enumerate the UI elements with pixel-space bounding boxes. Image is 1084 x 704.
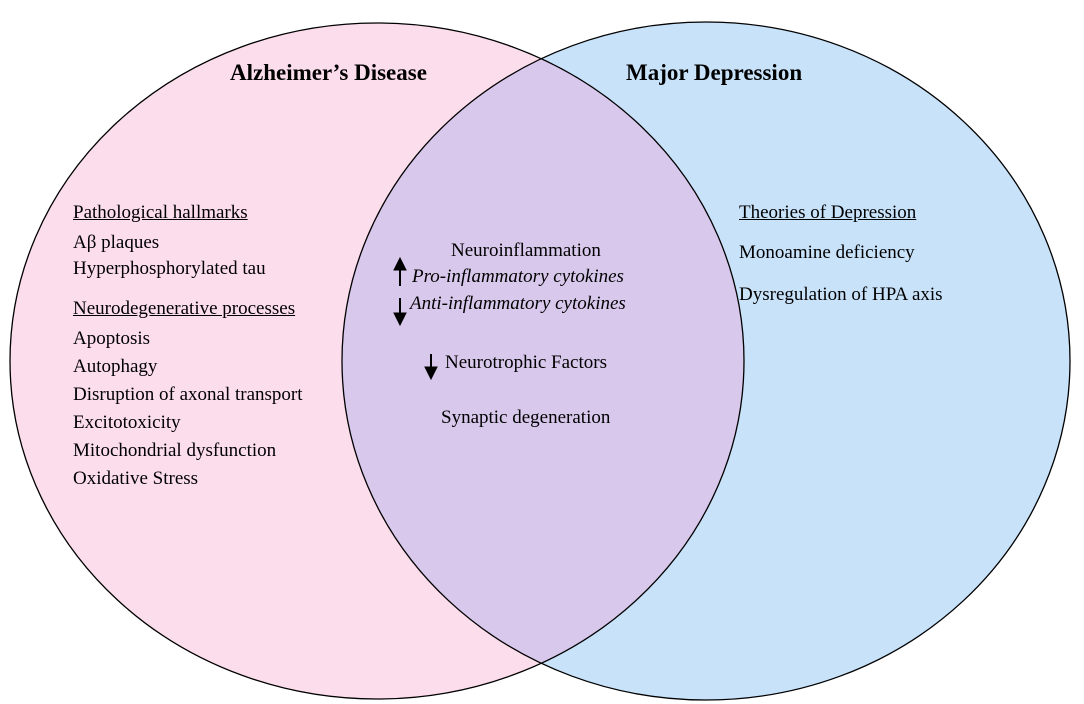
overlap-item-neuroinflammation: Neuroinflammation <box>451 240 601 261</box>
alzheimers-title: Alzheimer’s Disease <box>230 60 427 85</box>
list-item: Autophagy <box>73 356 158 377</box>
overlap-item-pro-inflammatory: Pro-inflammatory cytokines <box>412 266 624 287</box>
list-item: Disruption of axonal transport <box>73 384 303 405</box>
alzheimers-circle-outline <box>9 22 745 700</box>
depression-title: Major Depression <box>626 60 803 85</box>
overlap-item-anti-inflammatory: Anti-inflammatory cytokines <box>410 293 626 314</box>
list-item: Aβ plaques <box>73 232 160 253</box>
list-item: Dysregulation of HPA axis <box>739 284 943 305</box>
list-item: Monoamine deficiency <box>739 242 915 263</box>
list-item: Oxidative Stress <box>73 468 199 489</box>
list-item: Excitotoxicity <box>73 412 181 433</box>
down-arrow-icon <box>424 354 438 381</box>
list-item: Apoptosis <box>73 328 151 349</box>
section-heading-theories-of-depression: Theories of Depression <box>739 202 917 223</box>
section-heading-pathological-hallmarks: Pathological hallmarks <box>73 202 248 223</box>
depression-circle-outline <box>341 21 1071 701</box>
list-item: Mitochondrial dysfunction <box>73 440 277 461</box>
down-arrow-icon <box>393 298 407 327</box>
section-heading-neurodegenerative-processes: Neurodegenerative processes <box>73 298 296 319</box>
overlap-region <box>342 23 744 699</box>
up-arrow-icon <box>393 256 407 286</box>
list-item: Hyperphosphorylated tau <box>73 258 266 279</box>
overlap-item-neurotrophic-factors: Neurotrophic Factors <box>445 352 607 373</box>
overlap-item-synaptic-degeneration: Synaptic degeneration <box>441 407 611 428</box>
